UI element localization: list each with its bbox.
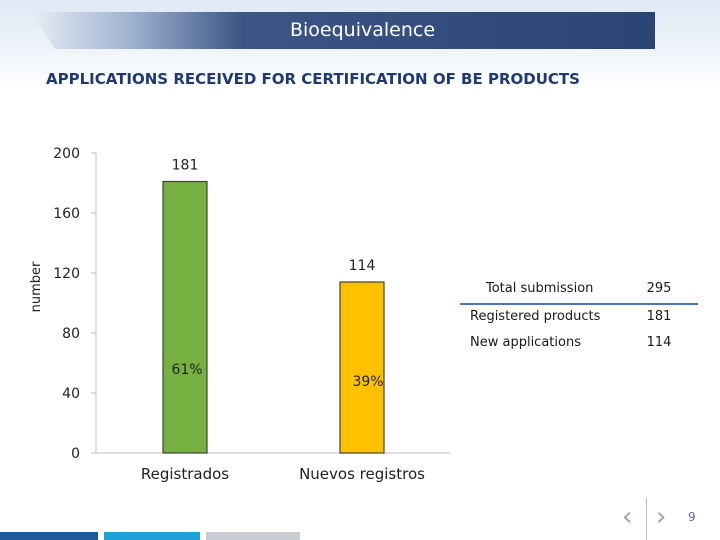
summary-header-value: 295: [646, 281, 672, 296]
bar: [162, 180, 208, 454]
y-tick-label: 200: [53, 146, 80, 162]
x-category-label: Registrados: [141, 465, 229, 483]
summary-header-label: Total submission: [486, 281, 594, 296]
summary-table: Total submission 295 Registered products…: [460, 277, 698, 357]
chart-subtitle: APPLICATIONS RECEIVED FOR CERTIFICATION …: [46, 70, 580, 88]
chevron-left-icon[interactable]: ‹: [622, 502, 633, 532]
x-category-label: Nuevos registros: [299, 465, 425, 483]
percent-label: 39%: [352, 374, 383, 390]
header-title: Bioequivalence: [289, 19, 436, 41]
header-bar: [30, 12, 655, 49]
y-tick-label: 80: [62, 326, 80, 342]
footer-strip-light: [104, 532, 200, 540]
percent-label: 61%: [171, 362, 202, 378]
summary-row: New applications 114: [460, 331, 698, 357]
y-tick-label: 160: [53, 206, 80, 222]
y-tick-label: 40: [62, 386, 80, 402]
nav-divider: [646, 498, 647, 540]
y-tick-label: 120: [53, 266, 80, 282]
summary-row: Registered products 181: [460, 305, 698, 331]
summary-row-label: Registered products: [470, 309, 601, 324]
bar-value-label: 114: [349, 258, 376, 274]
bar-value-label: 181: [172, 158, 199, 174]
bar: [339, 281, 385, 454]
footer-strip-dark: [0, 532, 98, 540]
summary-header-row: Total submission 295: [460, 277, 698, 305]
slide-navigation: ‹ ›: [618, 498, 678, 540]
page-number: 9: [688, 510, 696, 524]
y-axis-label: number: [29, 261, 44, 312]
summary-row-value: 114: [646, 335, 672, 350]
y-tick-label: 0: [71, 446, 80, 462]
footer-strip-grey: [206, 532, 300, 540]
summary-row-value: 181: [646, 309, 672, 324]
summary-row-label: New applications: [470, 335, 581, 350]
chevron-right-icon[interactable]: ›: [656, 502, 667, 532]
